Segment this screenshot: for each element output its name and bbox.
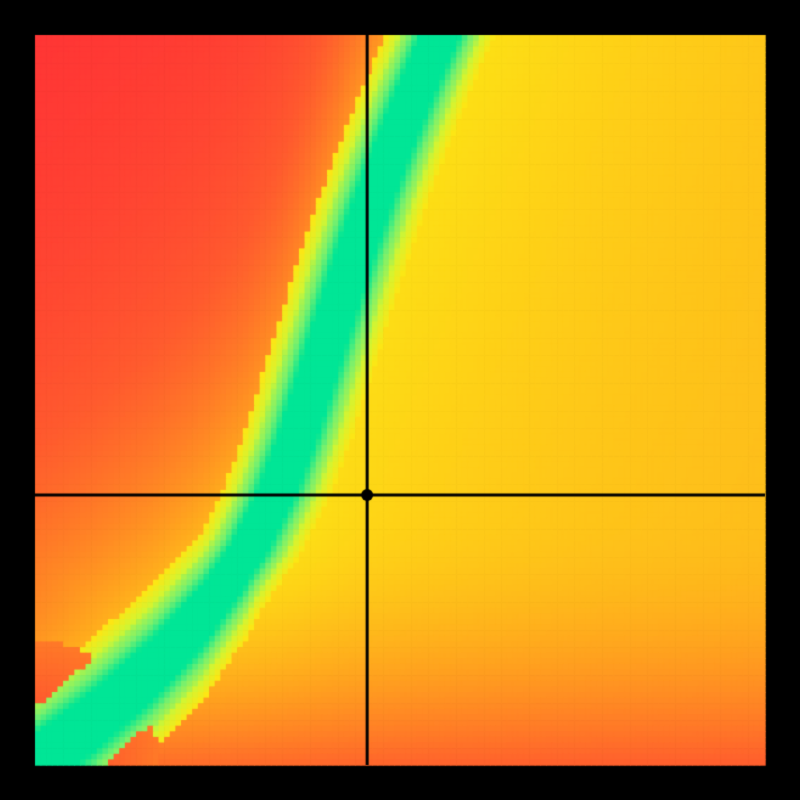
bottleneck-heatmap [0,0,800,800]
